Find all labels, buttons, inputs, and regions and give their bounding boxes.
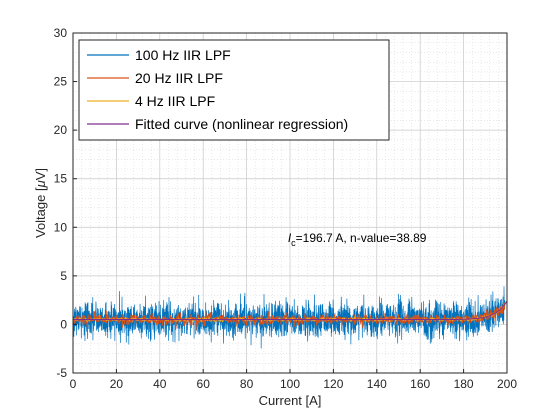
series-line-3 [73, 300, 507, 321]
x-tick-label: 100 [280, 377, 300, 391]
ic-annotation-text: =196.7 A, n-value=38.89 [296, 231, 427, 245]
x-tick-label: 180 [454, 377, 474, 391]
y-tick-label: 10 [54, 220, 68, 234]
legend-entry-label: 4 Hz IIR LPF [135, 93, 215, 109]
y-ticks: -5 0 5 10 15 20 25 30 [54, 26, 77, 380]
x-tick-label: 200 [497, 377, 517, 391]
legend: 100 Hz IIR LPF 20 Hz IIR LPF 4 Hz IIR LPF F… [78, 39, 390, 141]
ic-annotation: Ic=196.7 A, n-value=38.89 [288, 231, 427, 248]
x-ticks: 0 20 40 60 80 100 120 140 160 180 200 [70, 369, 517, 391]
series-line-0 [73, 286, 506, 349]
series-layer [73, 286, 507, 349]
y-axis-label: Voltage [μV] [33, 168, 48, 238]
legend-box [78, 39, 390, 141]
x-tick-label: 40 [153, 377, 167, 391]
x-tick-label: 60 [197, 377, 211, 391]
y-tick-label: 30 [54, 26, 68, 40]
x-tick-label: 140 [367, 377, 387, 391]
y-tick-label: 0 [60, 317, 67, 331]
y-axis-label-prefix: Voltage [ [33, 187, 48, 238]
ic-symbol: I [288, 231, 292, 245]
legend-entry-label: 20 Hz IIR LPF [135, 70, 223, 86]
legend-entry-label: 100 Hz IIR LPF [135, 47, 231, 63]
y-tick-label: 25 [54, 75, 68, 89]
ic-subscript: c [291, 238, 296, 248]
x-tick-label: 80 [240, 377, 254, 391]
y-tick-label: 15 [54, 172, 68, 186]
y-tick-label: -5 [56, 366, 67, 380]
legend-entry-label: Fitted curve (nonlinear regression) [135, 116, 348, 132]
x-axis-label: Current [A] [259, 393, 322, 408]
y-tick-label: 5 [60, 269, 67, 283]
x-tick-label: 0 [70, 377, 77, 391]
x-tick-label: 20 [110, 377, 124, 391]
x-tick-label: 120 [323, 377, 343, 391]
x-tick-label: 160 [410, 377, 430, 391]
y-tick-label: 20 [54, 123, 68, 137]
y-axis-label-suffix: V] [33, 168, 48, 180]
y-axis-label-unit: μ [33, 180, 48, 188]
